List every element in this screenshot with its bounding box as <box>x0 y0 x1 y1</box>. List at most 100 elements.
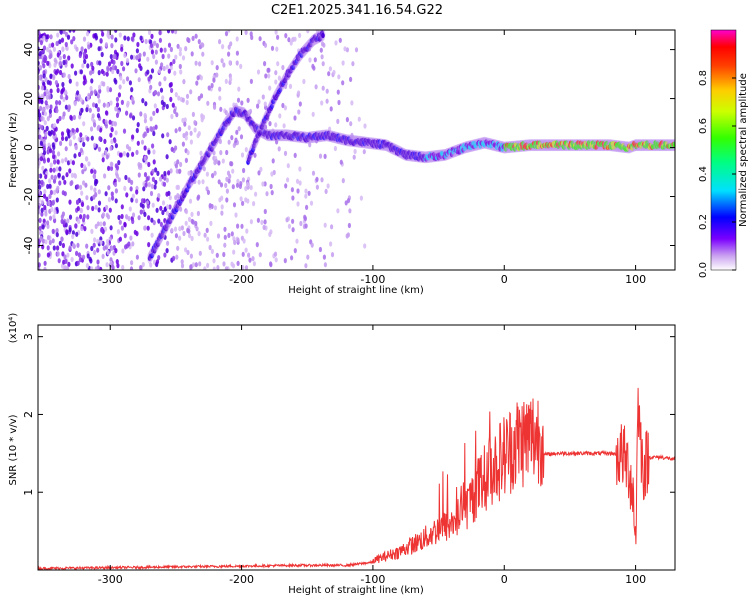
spectrogram-noise-cell <box>268 85 272 91</box>
spectrogram-noise-cell <box>319 47 323 53</box>
spectrogram-noise-cell <box>161 95 165 101</box>
spectrogram-noise-cell <box>163 76 167 82</box>
spectrogram-noise-cell <box>139 265 143 270</box>
spectrogram-noise-cell <box>56 87 60 93</box>
spectrogram-noise-cell <box>197 95 201 101</box>
snr-ytick-label: 2 <box>22 411 35 418</box>
snr-xtick-label: 0 <box>501 573 508 586</box>
spectrogram-noise-cell <box>277 75 281 81</box>
spectrogram-noise-cell <box>247 252 251 258</box>
spectrogram-noise-cell <box>239 196 243 202</box>
spectrogram-noise-cell <box>224 182 228 188</box>
spectrogram-noise-cell <box>230 231 234 237</box>
spectrogram-noise-cell <box>153 89 157 96</box>
spectrogram-noise-cell <box>85 243 89 249</box>
spectrogram-noise-cell <box>90 168 94 174</box>
spectrogram-noise-cell <box>263 61 267 67</box>
spectrogram-noise-cell <box>311 170 316 176</box>
spectrogram-noise-cell <box>253 152 257 158</box>
spectrogram-noise-cell <box>222 62 226 68</box>
spectrogram-noise-cell <box>339 159 343 165</box>
spectrogram-noise-cell <box>263 219 267 225</box>
spectrogram-noise-cell <box>315 30 320 34</box>
spectrogram-noise-cell <box>117 214 121 221</box>
spectrogram-noise-cell <box>51 228 55 234</box>
spectrogram-noise-cell <box>144 182 148 188</box>
spectrogram-noise-cell <box>261 181 265 187</box>
spectrogram-noise-cell <box>170 113 174 120</box>
spectrogram-noise-cell <box>38 30 41 36</box>
spectrogram-noise-cell <box>68 168 72 174</box>
spectrogram-noise-cell <box>109 100 113 106</box>
spectrogram-noise-cell <box>52 154 56 160</box>
spectrogram-noise-cell <box>139 35 143 41</box>
spectrogram-noise-cell <box>263 42 268 48</box>
spectrogram-noise-cell <box>347 222 351 229</box>
spectrogram-noise-cell <box>48 239 52 246</box>
spectrogram-noise-cell <box>81 217 86 223</box>
spectrogram-noise-cell <box>184 247 188 253</box>
spectrogram-noise-cell <box>176 43 180 49</box>
spectrogram-noise-cell <box>161 53 165 60</box>
spectrogram-noise-cell <box>114 79 118 85</box>
spectrogram-noise-cell <box>146 56 150 62</box>
spectrogram-noise-cell <box>349 76 353 82</box>
spectrogram-noise-cell <box>151 176 155 182</box>
spectrogram-noise-cell <box>90 135 94 141</box>
spectrogram-noise-cell <box>61 86 66 92</box>
spectrogram-noise-cell <box>42 138 46 144</box>
spectrogram-noise-cell <box>94 178 98 184</box>
spectrogram-noise-cell <box>341 60 345 66</box>
spectrogram-noise-cell <box>83 226 87 232</box>
spectrogram-noise-cell <box>85 195 89 201</box>
spectrogram-noise-cell <box>176 245 180 251</box>
spectrogram-noise-cell <box>219 182 224 188</box>
spectrogram-noise-cell <box>162 65 166 72</box>
spectrogram-noise-cell <box>73 153 77 159</box>
spectrogram-noise-cell <box>295 178 300 184</box>
snr-ylabel-scale: (x10⁴) <box>8 313 19 344</box>
spectrogram-noise-cell <box>43 111 48 117</box>
spectrogram-noise-cell <box>86 253 90 259</box>
spectrogram-noise-cell <box>80 46 84 52</box>
spectrogram-noise-cell <box>150 68 155 74</box>
spectrogram-noise-cell <box>343 46 347 52</box>
spectrogram-noise-cell <box>113 121 118 127</box>
spectrogram-noise-cell <box>190 235 194 242</box>
spectrogram-noise-cell <box>205 227 209 233</box>
spectrogram-noise-cell <box>43 120 47 126</box>
spectrogram-noise-cell <box>254 191 258 197</box>
spectrogram-trace-cell <box>286 72 291 78</box>
spectrogram-noise-cell <box>47 142 51 148</box>
spectrogram-noise-cell <box>75 46 79 52</box>
spectrogram-noise-cell <box>196 133 200 139</box>
spectrogram-noise-cell <box>63 179 67 185</box>
spectrogram-noise-cell <box>320 54 324 60</box>
spectrogram-noise-cell <box>180 263 185 269</box>
spectrogram-noise-cell <box>284 183 288 189</box>
spectrogram-noise-cell <box>55 187 59 194</box>
spectrogram-noise-cell <box>60 236 64 242</box>
spectrogram-noise-cell <box>329 106 333 112</box>
spectrogram-noise-cell <box>169 96 173 102</box>
spectrogram-xtick-label: -200 <box>229 273 254 286</box>
spectrogram-noise-cell <box>154 59 158 65</box>
spectrogram-noise-cell <box>91 113 95 119</box>
spectrogram-noise-cell <box>42 193 47 199</box>
spectrogram-noise-cell <box>53 123 57 129</box>
spectrogram-noise-cell <box>349 121 353 127</box>
spectrogram-noise-cell <box>66 34 71 40</box>
spectrogram-noise-cell <box>104 110 109 116</box>
spectrogram-noise-cell <box>218 86 222 92</box>
spectrogram-noise-cell <box>146 203 150 209</box>
spectrogram-noise-cell <box>143 112 147 118</box>
spectrogram-noise-cell <box>151 202 155 208</box>
spectrogram-noise-cell <box>41 165 45 171</box>
spectrogram-noise-cell <box>118 236 122 242</box>
spectrogram-noise-cell <box>55 40 59 47</box>
spectrogram-noise-cell <box>166 240 170 246</box>
spectrogram-noise-cell <box>201 114 206 120</box>
colorbar-tick-label: 0.0 <box>698 262 709 278</box>
spectrogram-noise-cell <box>62 59 66 66</box>
spectrogram-noise-cell <box>281 102 285 109</box>
